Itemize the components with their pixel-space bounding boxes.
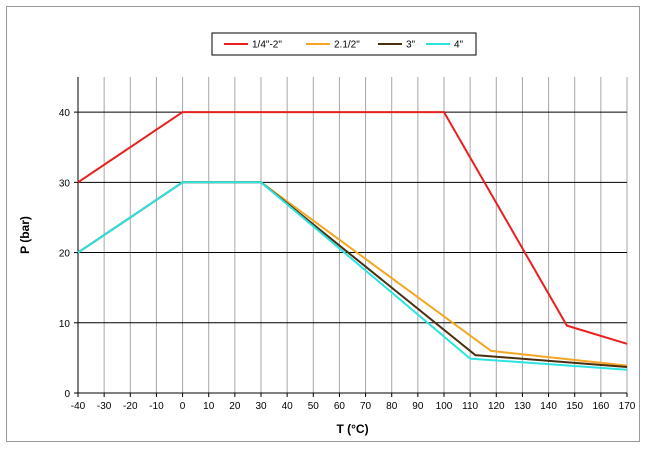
x-tick-label: 50 xyxy=(308,401,320,412)
x-tick-label: 130 xyxy=(514,401,531,412)
x-tick-label: 20 xyxy=(229,401,241,412)
x-tick-label: 90 xyxy=(412,401,424,412)
x-tick-label: 40 xyxy=(282,401,294,412)
x-tick-label: 170 xyxy=(619,401,636,412)
series-line-1 xyxy=(77,111,628,345)
x-tick-label: 100 xyxy=(436,401,453,412)
x-tick-label: 140 xyxy=(540,401,557,412)
x-tick-label: 10 xyxy=(203,401,215,412)
x-tick-label: 80 xyxy=(386,401,398,412)
axes xyxy=(74,77,628,397)
legend-box xyxy=(211,32,477,56)
legend-label: 1/4"-2" xyxy=(252,40,282,51)
x-tick-label: 110 xyxy=(462,401,478,412)
x-tick-label: -10 xyxy=(149,401,164,412)
legend-label: 2.1/2" xyxy=(334,40,360,51)
y-tick-label: 40 xyxy=(59,108,71,119)
legend: 1/4"-2" 2.1/2" 3" 4" xyxy=(211,32,477,56)
series-line-3 xyxy=(77,181,628,368)
y-tick-label: 10 xyxy=(59,319,71,330)
y-tick-label: 20 xyxy=(59,249,71,260)
pressure-temperature-chart: 1/4"-2" 2.1/2" 3" 4" -40 -30 -20 -10 0 10 20 30 40 5… xyxy=(18,32,636,436)
y-axis-title: P (bar) xyxy=(18,216,32,254)
x-tick-label: 120 xyxy=(488,401,505,412)
x-tick-label: 150 xyxy=(566,401,583,412)
series-line-4 xyxy=(77,181,628,371)
x-tick-label: 30 xyxy=(255,401,267,412)
x-tick-label: -20 xyxy=(123,401,138,412)
series-line-2 xyxy=(77,181,628,367)
y-tick-label: 0 xyxy=(64,389,70,400)
axis-labels: -40 -30 -20 -10 0 10 20 30 40 50 60 70 80 90 100 110 120… xyxy=(18,108,636,436)
x-tick-label: 160 xyxy=(593,401,610,412)
x-tick-label: -30 xyxy=(97,401,112,412)
y-tick-label: 30 xyxy=(59,178,71,189)
x-tick-label: 60 xyxy=(334,401,346,412)
chart-frame: 1/4"-2" 2.1/2" 3" 4" -40 -30 -20 -10 0 10 20 30 40 5… xyxy=(6,6,640,442)
series-lines xyxy=(77,111,628,371)
legend-label: 3" xyxy=(406,40,416,51)
x-axis-title: T (°C) xyxy=(336,422,368,436)
x-tick-label: 70 xyxy=(360,401,372,412)
x-tick-label: -40 xyxy=(71,401,86,412)
x-tick-label: 0 xyxy=(180,401,186,412)
legend-label: 4" xyxy=(454,40,464,51)
grid xyxy=(78,77,628,393)
